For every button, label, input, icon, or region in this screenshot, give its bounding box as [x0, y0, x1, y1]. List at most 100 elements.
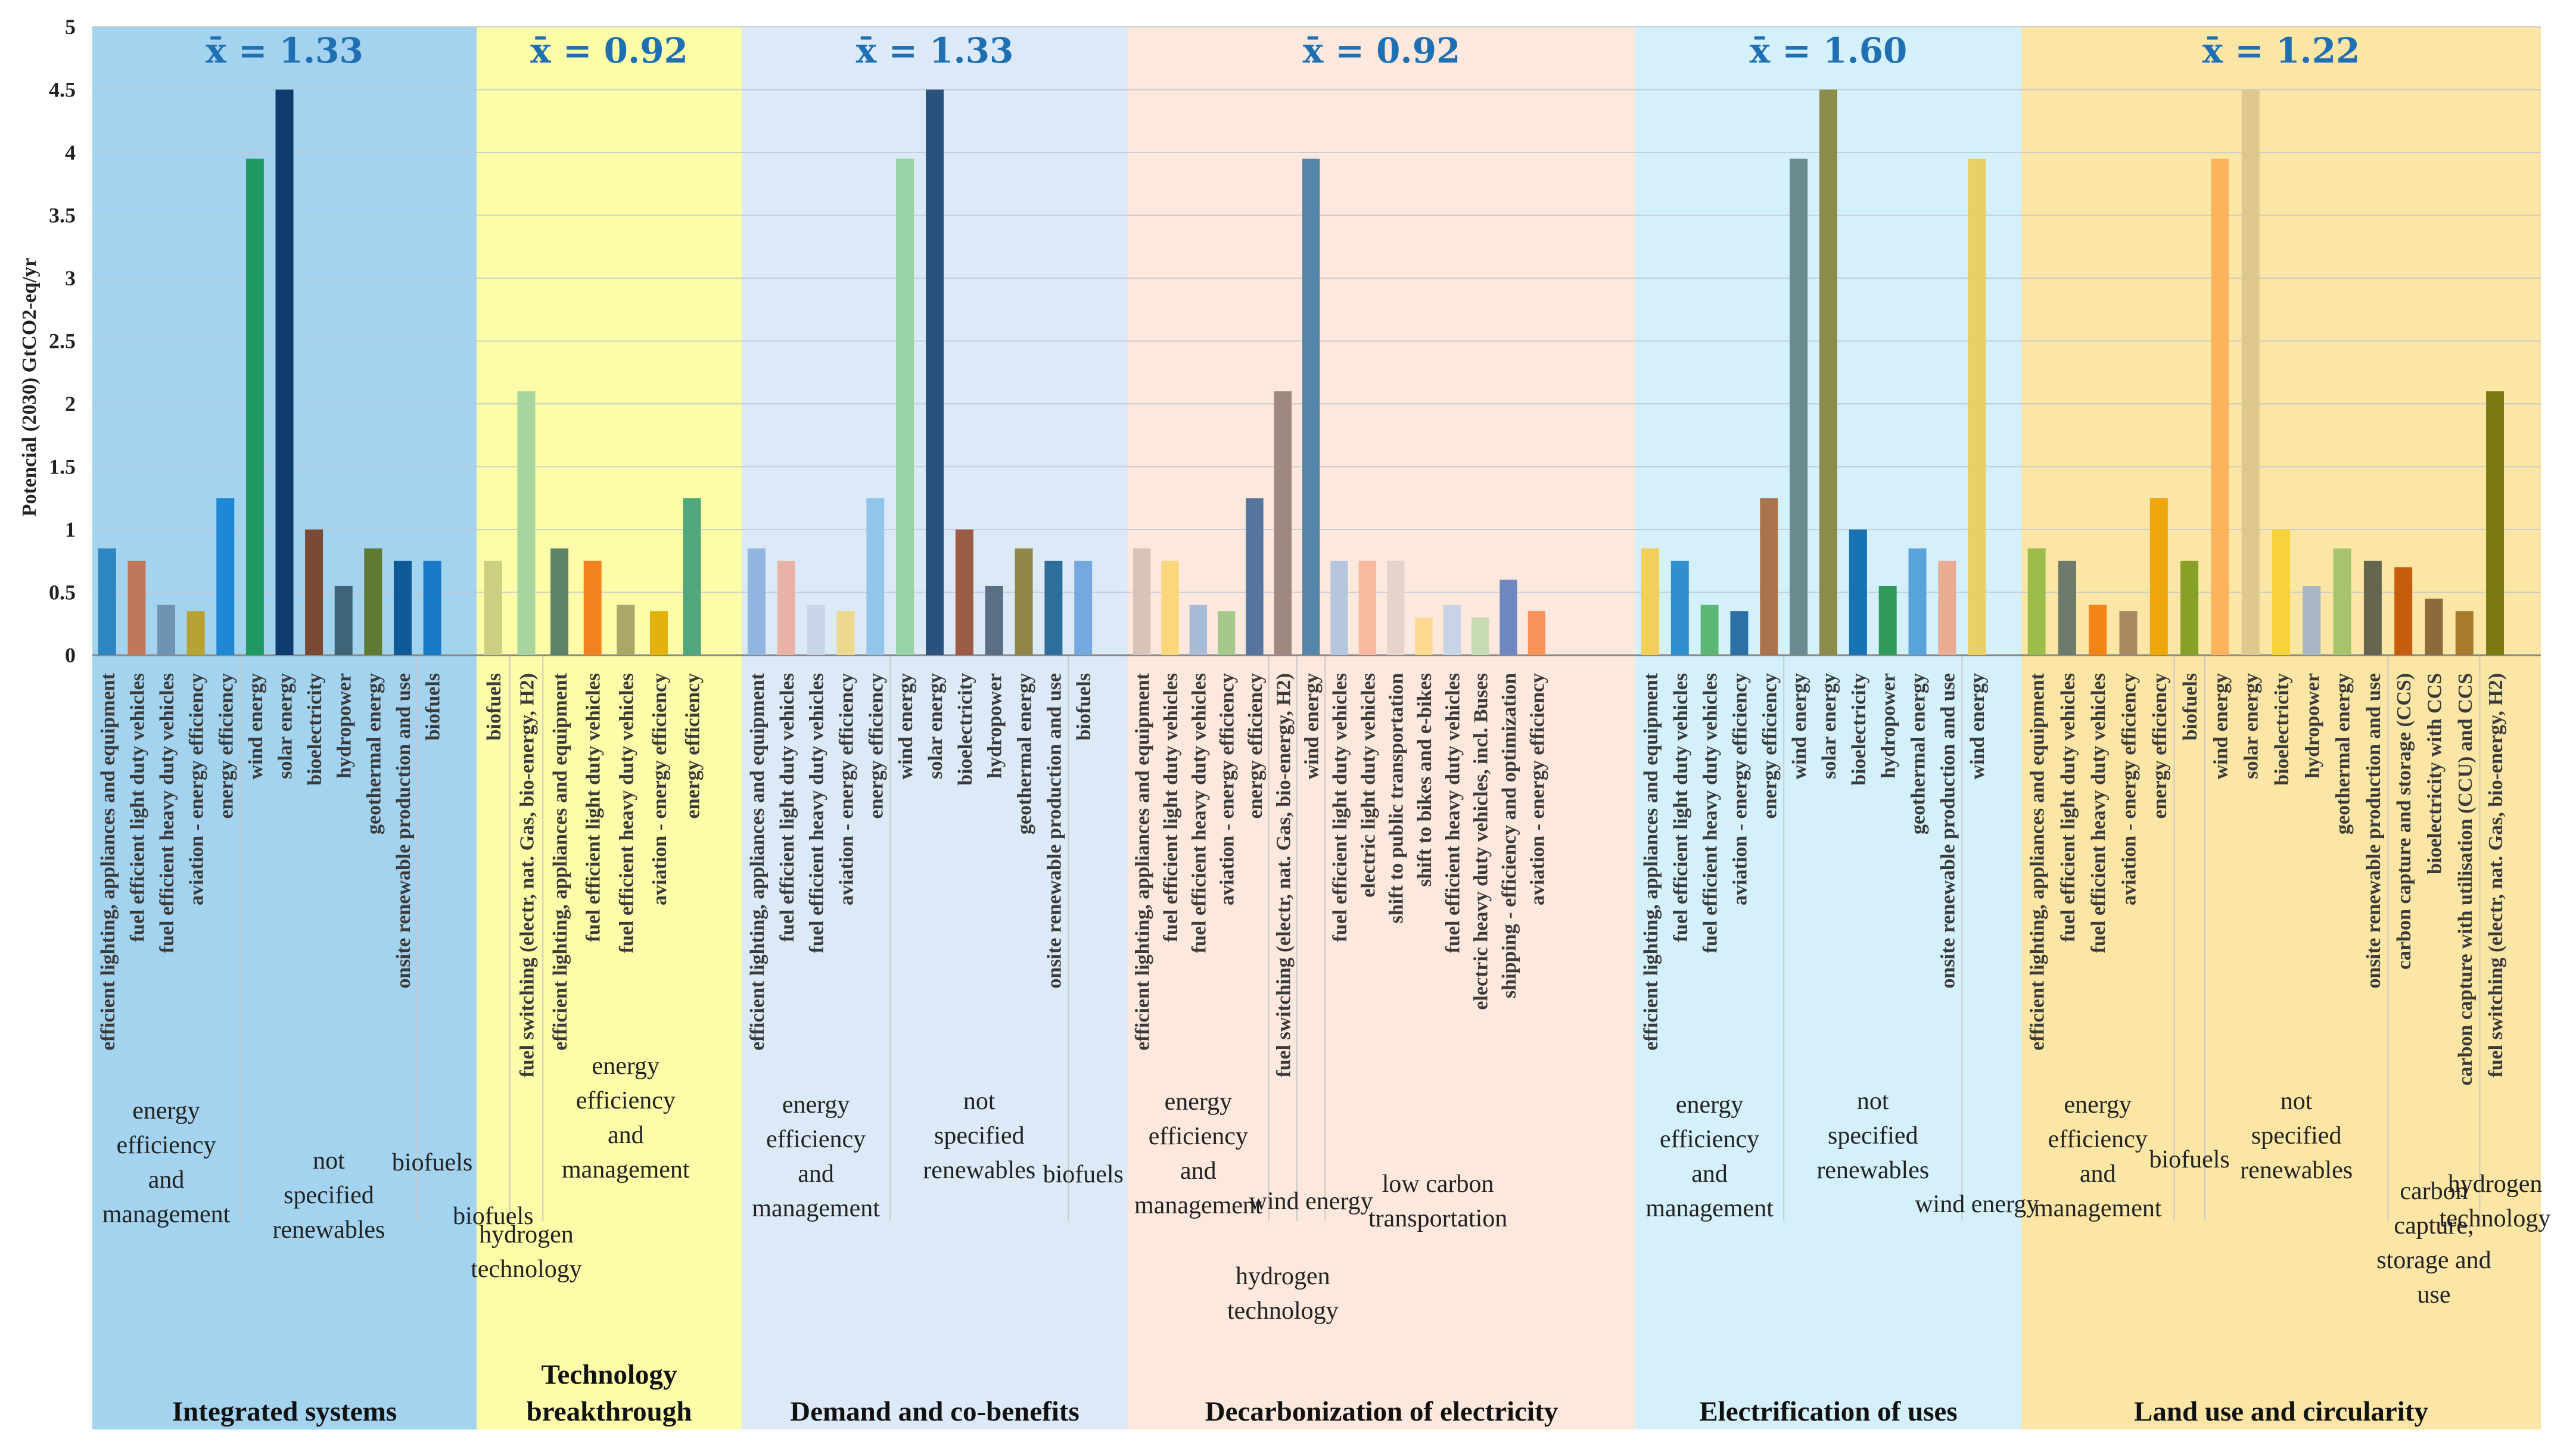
group-label: hydrogen technology	[1227, 1263, 1339, 1325]
bar-label: shift to bikes and e-bikes	[1414, 673, 1436, 887]
bar-label: fuel switching (electr, nat. Gas, bio-en…	[1273, 673, 1295, 1077]
bar	[1790, 158, 1808, 655]
y-tick-label: 5	[65, 15, 76, 39]
bar-label: energy efficiency	[1245, 673, 1267, 819]
panel-title: Technology	[541, 1359, 677, 1390]
bar	[866, 498, 885, 655]
bar-label: bioelectricity with CCS	[2423, 673, 2446, 874]
bar-label: energy efficiency	[682, 673, 704, 819]
group-label: not specified renewables	[272, 1147, 385, 1244]
bar	[1274, 391, 1292, 655]
bar-label: fuel efficient light duty vehicles	[583, 673, 605, 942]
bar	[683, 498, 701, 655]
bar-label: energy efficiency	[865, 673, 887, 819]
group-label: biofuels	[2149, 1146, 2229, 1173]
bar	[1730, 611, 1749, 655]
bar-label: solar energy	[2241, 673, 2263, 779]
bar	[1302, 158, 1320, 655]
bar-label: efficient lighting, appliances and equip…	[1132, 672, 1154, 1050]
bar	[2394, 567, 2413, 655]
bar	[1760, 498, 1778, 655]
group-label: hydrogen technology	[2440, 1170, 2551, 1232]
bar	[2455, 611, 2474, 655]
y-tick-label: 4	[65, 141, 76, 164]
bar-label: wind energy	[1967, 673, 1989, 780]
bar	[2119, 611, 2138, 655]
panel-mean-label: x̄ = 0.92	[530, 30, 688, 71]
bar	[550, 548, 569, 655]
bar	[2180, 560, 2199, 655]
bar-label: aviation - energy efficiency	[186, 673, 208, 905]
bar-label: electric heavy duty vehicles, incl. Buse…	[1470, 673, 1492, 1010]
bar	[1471, 617, 1489, 655]
bar	[186, 611, 205, 655]
y-tick-label: 0	[65, 643, 76, 667]
bar	[1189, 605, 1208, 655]
bar	[1443, 605, 1461, 655]
bar-label: geothermal energy	[2332, 673, 2354, 834]
group-label: not specified renewables	[1816, 1088, 1929, 1184]
bar-label: geothermal energy	[1908, 673, 1930, 834]
bar	[2363, 560, 2382, 655]
bar-label: aviation - energy efficiency	[649, 673, 671, 905]
bar-label: fuel efficient heavy duty vehicles	[156, 673, 178, 953]
bar-label: fuel switching (electr, nat. Gas, bio-en…	[2485, 673, 2507, 1077]
bar	[1968, 158, 1986, 655]
bar-label: biofuels	[1073, 673, 1095, 740]
bar-label: wind energy	[1788, 673, 1810, 780]
bar	[245, 158, 264, 655]
group-label: wind energy	[1915, 1191, 2039, 1218]
group-label: energy efficiency and management	[2034, 1091, 2162, 1222]
bar-label: fuel efficient heavy duty vehicles	[2087, 673, 2110, 953]
bar-label: aviation - energy efficiency	[2118, 673, 2141, 905]
bar-label: fuel efficient light duty vehicles	[1160, 673, 1182, 942]
bar	[275, 89, 294, 655]
bar-label: hydropower	[2301, 673, 2323, 778]
y-tick-label: 4.5	[49, 78, 76, 102]
bar-label: fuel efficient light duty vehicles	[1329, 673, 1351, 942]
bar-label: fuel efficient heavy duty vehicles	[615, 673, 637, 953]
y-tick-label: 2	[65, 392, 76, 416]
bar	[955, 530, 973, 655]
panel-title: Decarbonization of electricity	[1205, 1396, 1558, 1427]
bar	[484, 560, 502, 655]
bar	[2333, 548, 2351, 655]
bar	[2241, 89, 2260, 655]
bar-label: bioelectricity	[1848, 673, 1870, 786]
bar	[334, 586, 353, 655]
bar-label: geothermal energy	[363, 673, 385, 834]
panel-background	[1128, 27, 1635, 1430]
bar	[2211, 158, 2229, 655]
bar-label: onsite renewable production and use	[393, 673, 415, 989]
bar	[1358, 560, 1377, 655]
bar	[364, 548, 382, 655]
bar	[807, 605, 825, 655]
bar	[1161, 560, 1179, 655]
bar	[305, 530, 323, 655]
bar-label: fuel efficient light duty vehicles	[2057, 673, 2079, 942]
bar-label: fuel efficient light duty vehicles	[1670, 673, 1692, 942]
bar-label: shift to public transportation	[1386, 673, 1408, 923]
y-tick-label: 3.5	[49, 204, 76, 228]
group-label: energy efficiency and management	[102, 1097, 231, 1228]
group-label: wind energy	[1249, 1188, 1373, 1215]
bar-label: carbon capture with utilisation (CCU) an…	[2454, 673, 2477, 1086]
bar-label: wind energy	[245, 673, 267, 780]
bar-label: bioelectricity	[2271, 673, 2293, 786]
bar-label: wind energy	[895, 673, 917, 780]
bar	[1499, 580, 1517, 655]
bar	[747, 548, 766, 655]
bar-label: fuel efficient heavy duty vehicles	[806, 673, 828, 953]
bar-label: energy efficiency	[2149, 673, 2171, 819]
panel-title: Demand and co-benefits	[790, 1396, 1079, 1427]
bar-label: onsite renewable production and use	[2363, 673, 2385, 989]
bar	[157, 605, 176, 655]
bar-label: fuel efficient heavy duty vehicles	[1700, 673, 1722, 953]
bar-label: efficient lighting, appliances and equip…	[2027, 672, 2049, 1050]
y-tick-label: 3	[65, 266, 76, 290]
bar	[896, 158, 914, 655]
bar-label: efficient lighting, appliances and equip…	[1640, 672, 1662, 1050]
y-tick-label: 1.5	[49, 455, 76, 479]
bar-label: geothermal energy	[1014, 673, 1036, 834]
